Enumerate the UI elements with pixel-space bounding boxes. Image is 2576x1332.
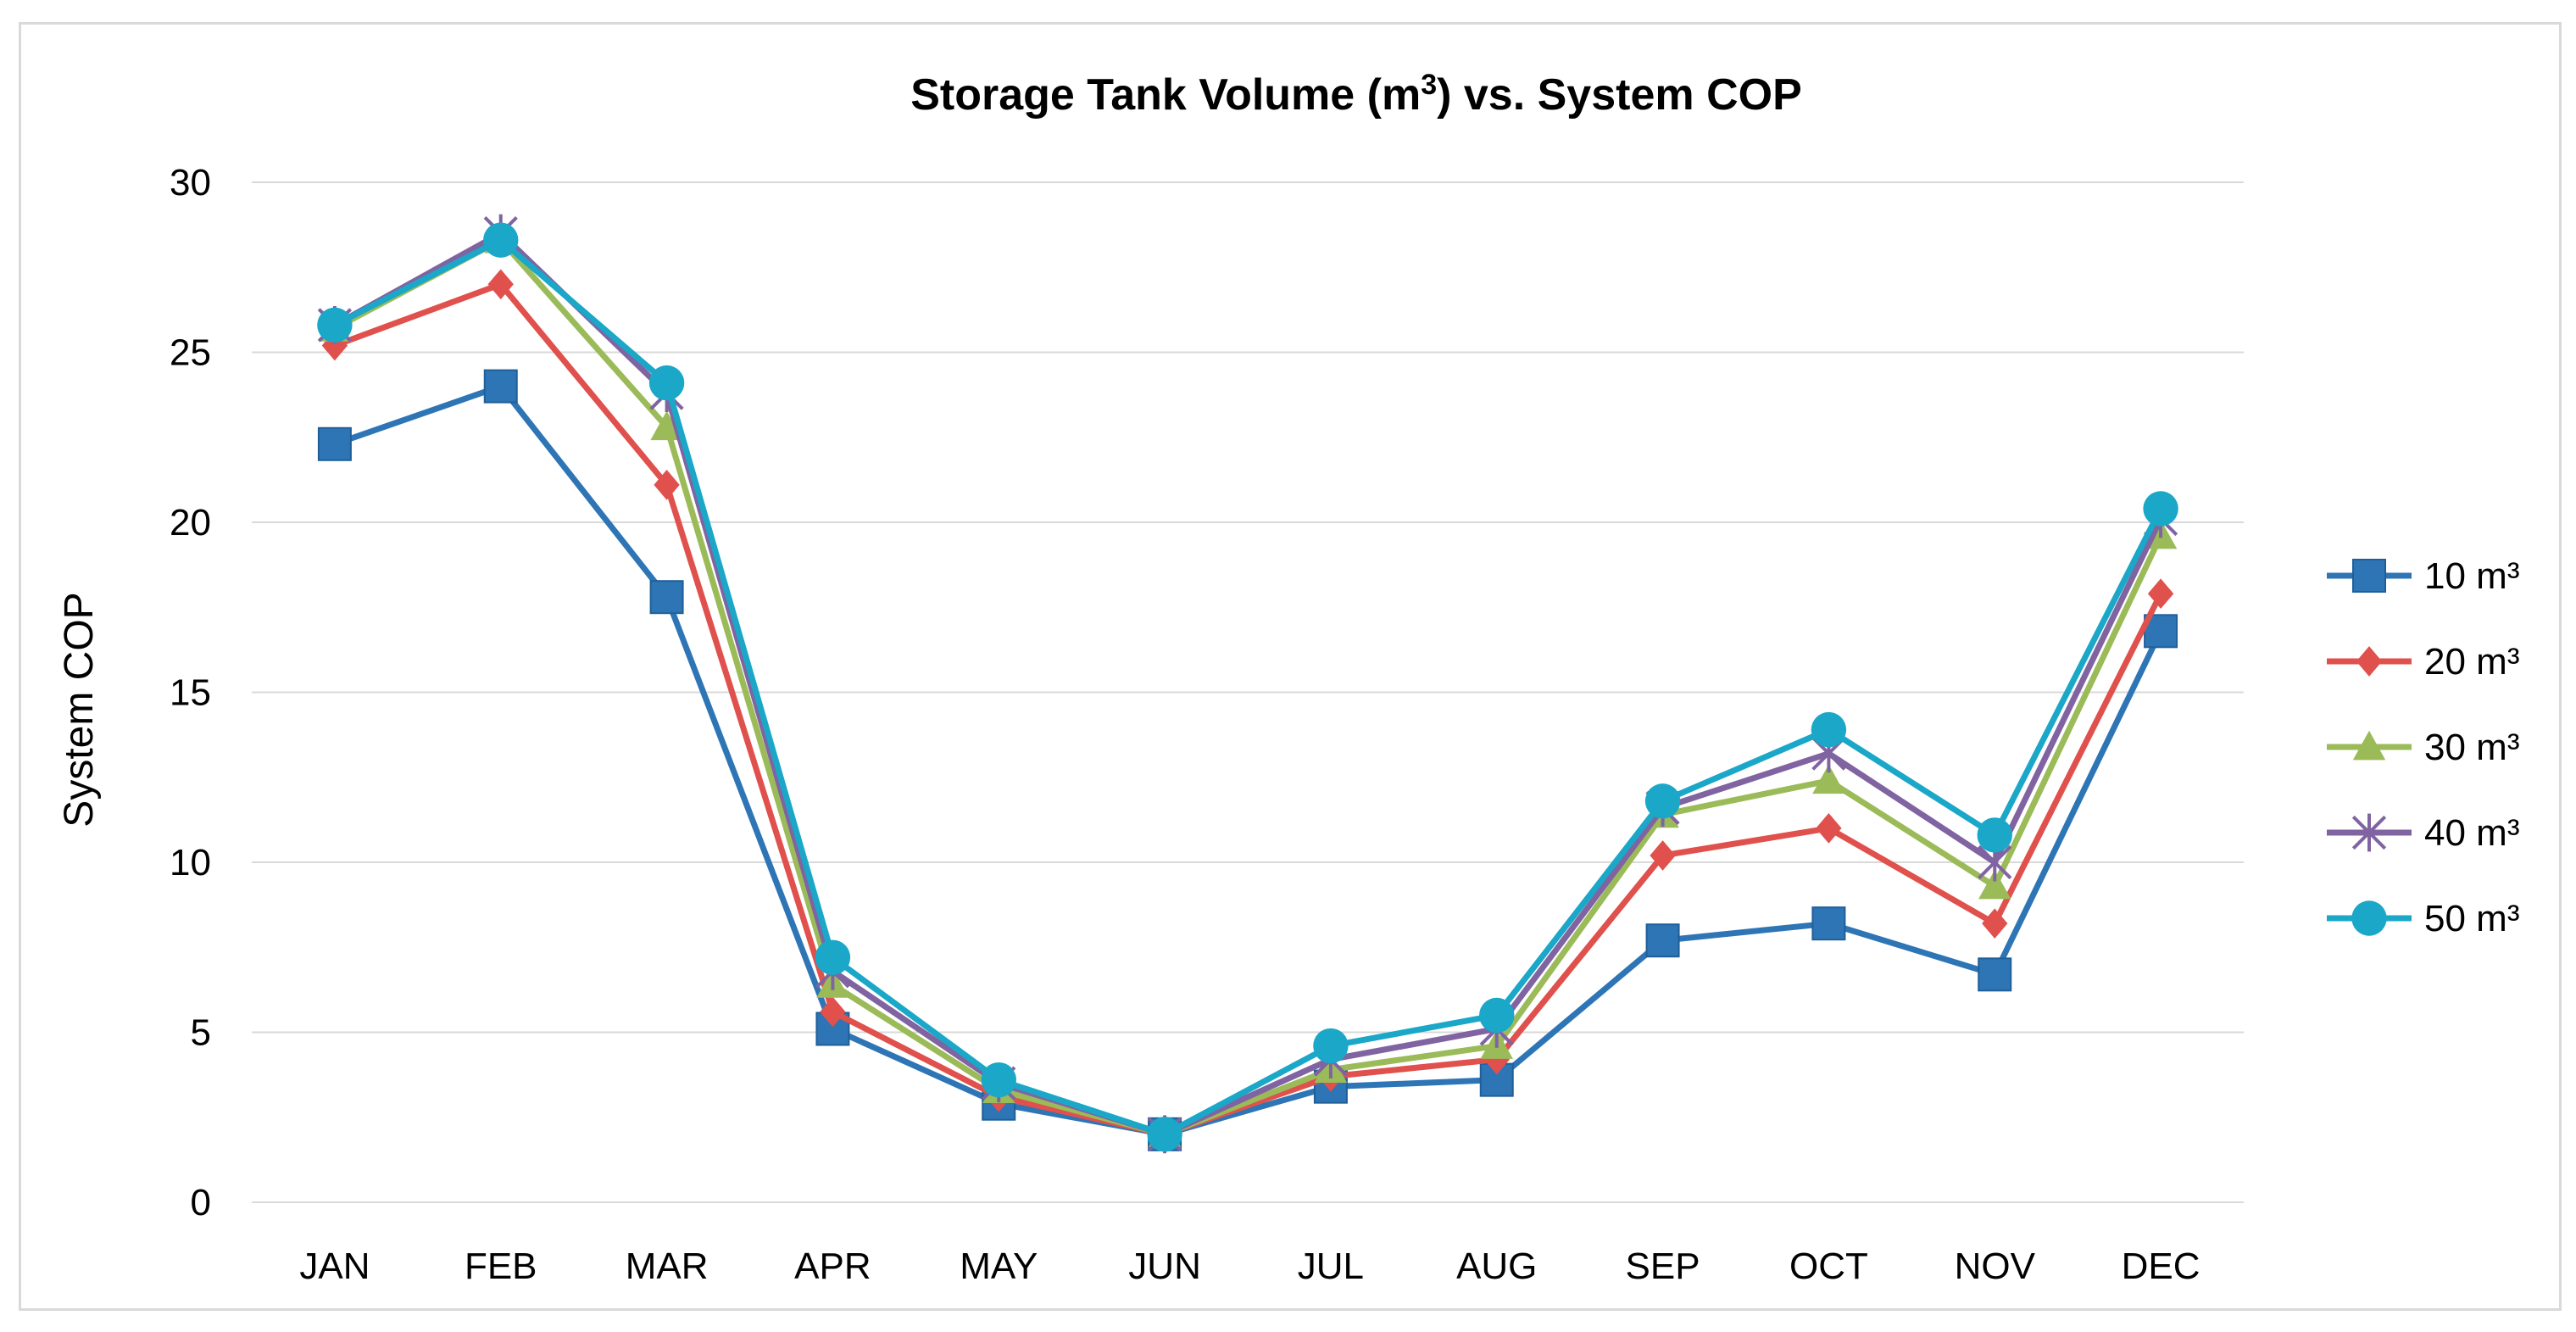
series-line: [333, 230, 2164, 1138]
legend: 10 m³ 20 m³ 30 m³ 40 m³ 50 m³: [2327, 555, 2519, 939]
data-point: [981, 1062, 1016, 1098]
y-axis-label: System COP: [57, 592, 102, 827]
x-tick-label: FEB: [465, 1246, 537, 1287]
data-point: [1982, 908, 2008, 939]
x-tick-label: APR: [794, 1246, 871, 1287]
y-tick-label: 30: [170, 162, 211, 203]
data-point: [1812, 764, 1845, 794]
data-point: [1978, 869, 2011, 900]
legend-entry: 20 m³: [2327, 641, 2519, 683]
data-point: [1645, 923, 1680, 958]
series-2: [321, 269, 2174, 1150]
data-point: [1479, 997, 1515, 1034]
line-chart: Storage Tank Volume (m3) vs. System COP …: [57, 69, 2519, 1287]
series-5: [317, 222, 2178, 1152]
data-point: [2143, 491, 2178, 527]
x-tick-label: MAR: [626, 1246, 709, 1287]
data-point: [649, 580, 684, 615]
legend-entry: 30 m³: [2327, 727, 2519, 768]
y-tick-label: 15: [170, 672, 211, 714]
y-tick-label: 20: [170, 502, 211, 543]
data-point: [1816, 813, 1842, 844]
chart-title: Storage Tank Volume (m3) vs. System COP: [910, 69, 1802, 120]
data-point: [815, 939, 851, 975]
x-tick-label: OCT: [1789, 1246, 1868, 1287]
data-point: [1313, 1028, 1349, 1064]
legend-label: 50 m³: [2424, 898, 2519, 939]
series-layer: [317, 214, 2178, 1154]
y-tick-label: 25: [170, 332, 211, 374]
data-point: [2147, 578, 2174, 610]
y-tick-label: 0: [191, 1182, 211, 1223]
legend-marker: [2356, 646, 2383, 677]
legend-marker: [2352, 730, 2386, 761]
x-tick-label: AUG: [1456, 1246, 1537, 1287]
chart-title-sup: 3: [1421, 69, 1437, 101]
x-tick-label: DEC: [2122, 1246, 2200, 1287]
data-point: [1644, 783, 1681, 819]
series-1: [317, 369, 2178, 1151]
data-point: [1811, 906, 1846, 941]
data-point: [1978, 957, 2012, 992]
data-point: [648, 365, 685, 401]
series-3: [318, 223, 2178, 1148]
data-point: [1977, 817, 2012, 853]
data-point: [317, 307, 353, 343]
chart-frame: Storage Tank Volume (m3) vs. System COP …: [19, 22, 2562, 1311]
legend-entry: 50 m³: [2327, 898, 2519, 939]
legend-marker: [2351, 900, 2387, 936]
data-point: [487, 269, 514, 300]
series-line: [333, 383, 2164, 1138]
legend-entry: 40 m³: [2327, 812, 2519, 854]
data-point: [654, 470, 680, 500]
axis-layer: 0 5 10 15 20 25 30 JAN FEB MAR APR MAY JUN JUL AUG SEP O…: [170, 162, 2200, 1287]
legend-entry: 10 m³: [2327, 555, 2519, 597]
legend-label: 10 m³: [2424, 555, 2519, 597]
x-tick-label: JUN: [1128, 1246, 1201, 1287]
series-line: [333, 281, 2164, 1138]
data-point: [483, 222, 519, 258]
series-4: [317, 214, 2178, 1154]
data-point: [1650, 840, 1676, 871]
legend-marker: [2352, 559, 2386, 593]
data-point: [1147, 1117, 1182, 1152]
data-point: [820, 996, 846, 1028]
grid-layer: [252, 181, 2244, 1203]
data-point: [650, 410, 683, 441]
x-tick-label: MAY: [960, 1246, 1038, 1287]
legend-marker: [2351, 813, 2387, 852]
y-tick-label: 5: [191, 1012, 211, 1054]
data-point: [317, 426, 352, 461]
chart-title-main: Storage Tank Volume (m: [910, 70, 1421, 120]
data-point: [321, 330, 348, 361]
data-point: [1811, 711, 1847, 748]
x-tick-label: JUL: [1298, 1246, 1364, 1287]
data-point: [483, 369, 518, 404]
x-tick-label: JAN: [299, 1246, 370, 1287]
y-tick-label: 10: [170, 842, 211, 883]
series-line: [333, 237, 2164, 1138]
series-line: [333, 237, 2164, 1138]
chart-title-rest: ) vs. System COP: [1437, 70, 1802, 120]
x-tick-label: SEP: [1626, 1246, 1700, 1287]
legend-label: 30 m³: [2424, 727, 2519, 768]
x-tick-label: NOV: [1955, 1246, 2036, 1287]
legend-label: 20 m³: [2424, 641, 2519, 683]
legend-label: 40 m³: [2424, 812, 2519, 854]
